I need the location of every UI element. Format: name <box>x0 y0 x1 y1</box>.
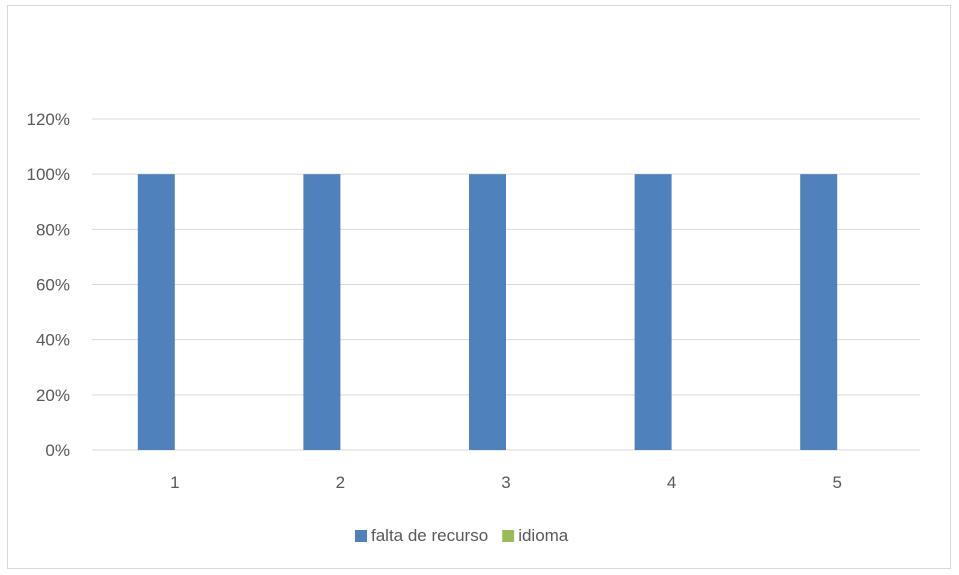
legend-label: falta de recurso <box>371 526 488 545</box>
x-axis-tick-labels: 1 2 3 4 5 <box>170 473 842 492</box>
bar-falta-de-recurso-3 <box>469 174 506 450</box>
legend-swatch <box>502 530 515 542</box>
x-tick-label: 5 <box>832 473 841 492</box>
legend-swatch <box>355 530 367 542</box>
x-tick-label: 3 <box>501 473 510 492</box>
y-axis-tick-labels: 0% 20% 40% 60% 80% 100% 120% <box>27 110 70 460</box>
x-tick-label: 1 <box>170 473 179 492</box>
y-tick-label: 120% <box>27 110 70 129</box>
x-tick-label: 4 <box>667 473 676 492</box>
y-tick-label: 0% <box>45 441 70 460</box>
bar-falta-de-recurso-5 <box>800 174 838 450</box>
bar-falta-de-recurso-4 <box>634 174 672 450</box>
legend: falta de recurso idioma <box>355 526 569 545</box>
y-tick-label: 80% <box>36 220 70 239</box>
y-tick-label: 40% <box>36 331 70 350</box>
y-tick-label: 60% <box>36 276 70 295</box>
bar-falta-de-recurso-1 <box>137 174 175 450</box>
bar-falta-de-recurso-2 <box>303 174 341 450</box>
y-tick-label: 100% <box>27 165 70 184</box>
legend-label: idioma <box>518 526 569 545</box>
y-tick-label: 20% <box>36 386 70 405</box>
x-tick-label: 2 <box>336 473 345 492</box>
bars <box>137 174 838 450</box>
